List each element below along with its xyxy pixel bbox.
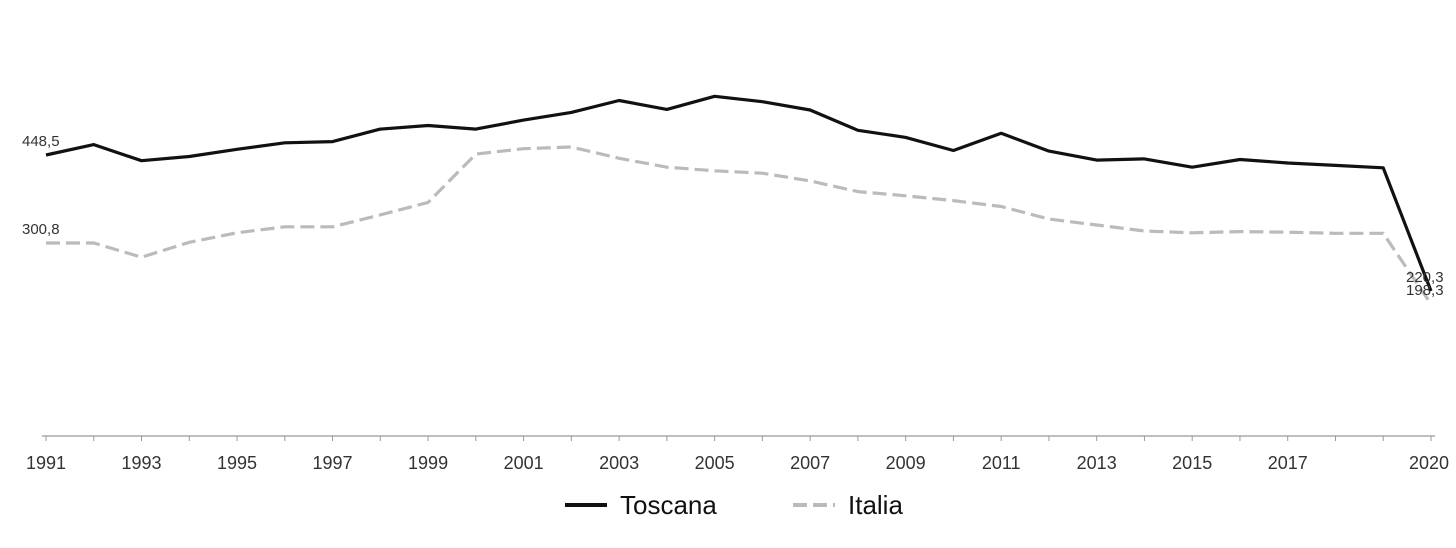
x-tick-label: 2017 <box>1268 453 1308 473</box>
x-tick-label: 1995 <box>217 453 257 473</box>
last-value-label-italia: 198,3 <box>1406 282 1444 299</box>
x-tick-label: 2001 <box>504 453 544 473</box>
series-line-toscana <box>45 94 1433 292</box>
x-tick-label: 2011 <box>982 453 1021 473</box>
legend-label-italia: Italia <box>848 490 903 520</box>
series-lines <box>45 94 1433 305</box>
legend-label-toscana: Toscana <box>620 490 717 520</box>
x-tick-label: 1999 <box>408 453 448 473</box>
legend: Toscana Italia <box>565 490 903 520</box>
x-tick-label: 2015 <box>1172 453 1212 473</box>
x-tick-label: 1993 <box>121 453 161 473</box>
end-labels: 448,5 220,3 300,8 198,3 <box>22 133 1444 299</box>
x-tick-label: 1997 <box>313 453 353 473</box>
first-value-label-italia: 300,8 <box>22 221 60 238</box>
last-value-label-toscana: 220,3 <box>1406 269 1444 286</box>
series-line-italia <box>46 145 1433 305</box>
x-tick-label: 1991 <box>26 453 66 473</box>
x-axis: 1991 1993 1995 1997 1999 2001 2003 2005 2007 2009… <box>26 435 1449 473</box>
first-value-label-toscana: 448,5 <box>22 133 60 150</box>
x-tick-label: 2007 <box>790 453 830 473</box>
x-tick-label: 2003 <box>599 453 639 473</box>
x-tick-label: 2020 <box>1409 453 1449 473</box>
x-tick-label: 2009 <box>886 453 926 473</box>
x-tick-label: 2013 <box>1077 453 1117 473</box>
x-tick-label: 2005 <box>695 453 735 473</box>
